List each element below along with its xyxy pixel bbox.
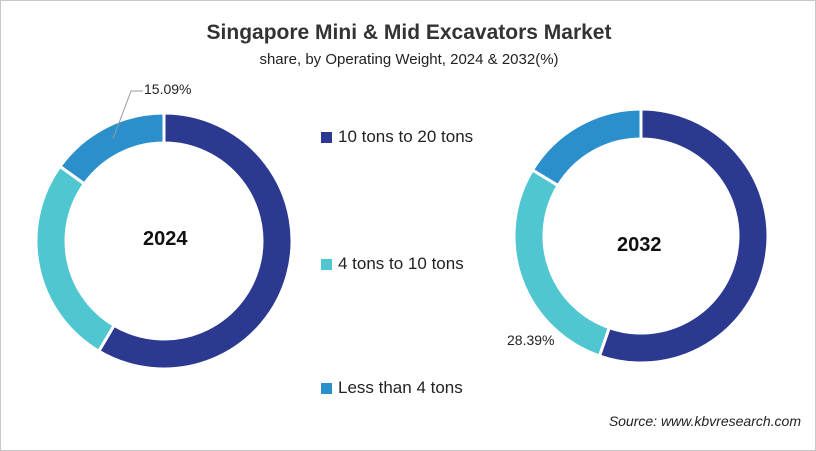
- donut-slice-2024-2: [57, 111, 166, 186]
- legend-item-10-20-tons: 10 tons to 20 tons: [321, 127, 473, 147]
- chart-title: Singapore Mini & Mid Excavators Market: [206, 21, 612, 44]
- data-label-2024: 15.09%: [144, 81, 192, 97]
- donut-slice-2024-1: [34, 164, 117, 354]
- donut-slice-2032-0: [597, 107, 770, 365]
- data-label-2032: 28.39%: [507, 332, 555, 348]
- donut-slice-2032-1: [512, 167, 612, 358]
- legend-swatch: [321, 382, 332, 394]
- legend-swatch: [321, 258, 332, 270]
- donut-center-label-2024: 2024: [143, 228, 188, 250]
- legend-label: 4 tons to 10 tons: [338, 254, 464, 273]
- source-note: Source: www.kbvresearch.com: [608, 413, 801, 429]
- legend-label: 10 tons to 20 tons: [338, 127, 474, 146]
- legend-item-less-than-4-tons: Less than 4 tons: [321, 378, 463, 398]
- legend-label: Less than 4 tons: [338, 378, 463, 397]
- leader-line-0: [112, 90, 143, 140]
- donut-center-label-2032: 2032: [617, 234, 662, 256]
- donut-slice-2024-0: [96, 111, 294, 371]
- legend-swatch: [321, 131, 332, 143]
- legend-item-4-10-tons: 4 tons to 10 tons: [321, 254, 464, 274]
- donut-slice-2032-2: [530, 107, 643, 188]
- chart-subtitle: share, by Operating Weight, 2024 & 2032(…: [259, 51, 559, 68]
